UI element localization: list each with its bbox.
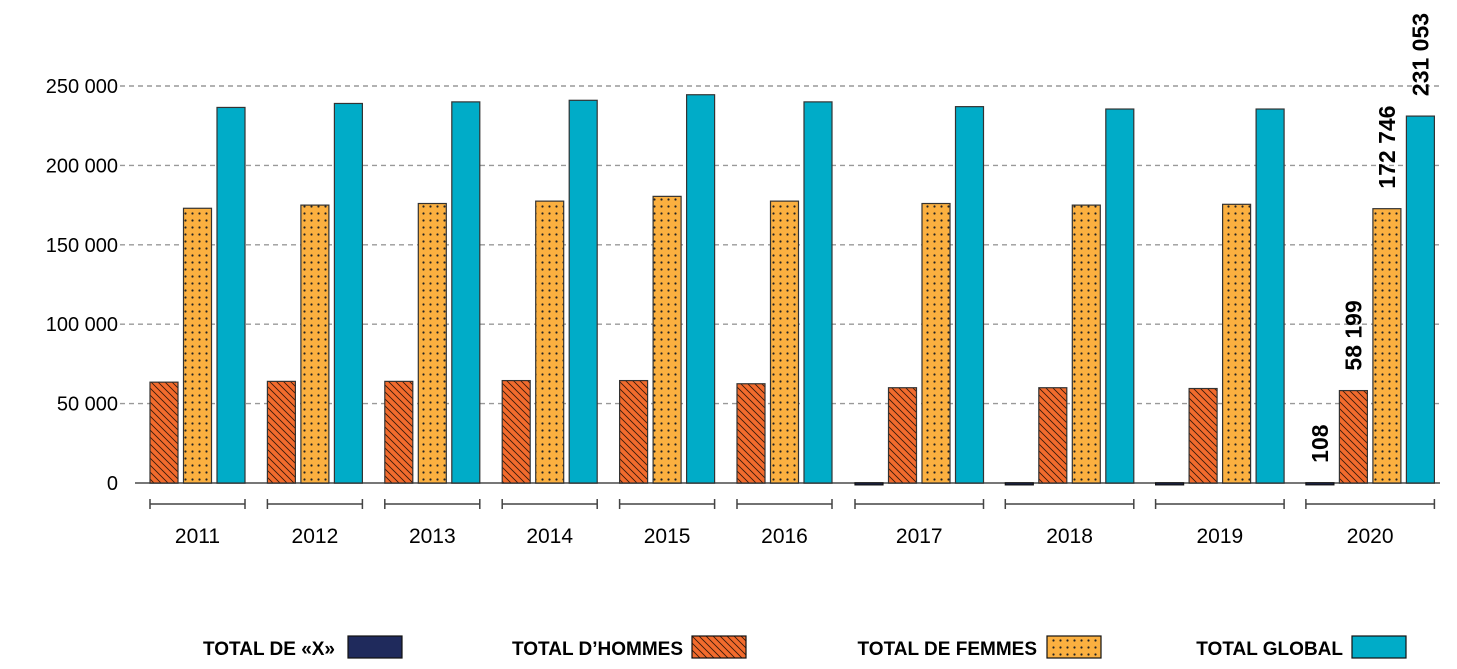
category-bracket [266,499,364,509]
bar-2020-series-2 [1372,208,1402,484]
bar-2015-series-1 [618,379,649,484]
y-tick-label: 150 000 [46,235,118,257]
bar-2019-series-2 [1221,203,1252,484]
legend-label: TOTAL GLOBAL [1196,639,1343,660]
category-bracket [1004,499,1135,509]
data-label: 172 746 [1374,106,1400,189]
legend-swatch [1046,635,1102,659]
y-tick-label: 50 000 [57,394,118,416]
data-label: 108 [1307,424,1333,463]
legend-label: TOTAL DE FEMMES [858,639,1037,660]
x-tick-label: 2019 [1196,525,1243,548]
bar-2014-series-3 [568,99,598,484]
y-tick-label: 100 000 [46,314,118,336]
bar-2017-series-3 [954,106,985,484]
bar-2013-series-3 [451,101,481,484]
bar-2012-series-2 [300,204,330,484]
legend-label: TOTAL DE «X» [203,639,335,660]
bar-2016-series-2 [769,200,800,484]
x-tick-label: 2020 [1347,525,1394,548]
y-tick-label: 250 000 [46,76,118,98]
category-bracket [736,499,833,509]
bar-2019-series-0 [1154,482,1185,486]
x-tick-label: 2017 [896,525,943,548]
y-tick-label: 0 [107,473,118,495]
x-tick-label: 2011 [175,525,220,548]
bar-2020-series-0 [1305,482,1335,486]
bar-2014-series-1 [501,379,531,484]
bar-2011-series-1 [149,381,179,484]
legend-swatch [1351,635,1407,659]
category-bracket [1305,499,1436,509]
bar-2017-series-0 [854,482,884,486]
legend: TOTAL DE «X» TOTAL D’HOMMES TOTAL DE FEMME… [203,635,1407,660]
bar-2014-series-2 [535,200,565,484]
bar-2018-series-3 [1105,108,1135,484]
bar-2017-series-1 [887,387,918,484]
legend-label: TOTAL D’HOMMES [512,639,683,660]
bar-2020-series-3 [1405,115,1436,484]
category-bracket [1154,499,1285,509]
x-axis: 2011 2012 2013 2014 2015 2016 2017 2018 2019 2020 [149,499,1436,548]
bar-2020-series-1 [1338,389,1369,484]
bar-2012-series-1 [266,380,296,484]
bar-2016-series-3 [803,101,833,484]
x-tick-label: 2014 [526,525,573,548]
bar-2016-series-1 [736,383,766,484]
x-tick-label: 2015 [644,525,691,548]
data-label: 231 053 [1407,13,1433,96]
category-bracket [384,499,481,509]
bar-2018-series-2 [1071,204,1101,484]
legend-swatch [691,635,747,659]
x-tick-label: 2016 [761,525,808,548]
bar-2011-series-2 [182,207,213,484]
category-bracket [501,499,598,509]
category-bracket [854,499,985,509]
bar-2018-series-0 [1004,482,1034,486]
data-label: 58 199 [1340,300,1366,370]
category-bracket [149,499,246,509]
category-bracket [618,499,716,509]
bar-2013-series-1 [384,380,414,484]
bar-2017-series-2 [921,202,951,484]
y-tick-label: 200 000 [46,155,118,177]
bar-2019-series-3 [1255,108,1285,484]
legend-swatch [347,635,403,659]
bar-2015-series-3 [685,94,716,484]
y-axis: 0 50 000 100 000 150 000 200 000 250 000 [46,76,118,495]
x-tick-label: 2012 [292,525,339,548]
bar-2015-series-2 [652,195,682,484]
bar-2011-series-3 [216,106,246,484]
x-tick-label: 2013 [409,525,456,548]
bars [149,94,1436,486]
bar-2019-series-1 [1188,387,1218,484]
x-tick-label: 2018 [1046,525,1093,548]
data-labels: 108 58 199 172 746 231 053 [1307,13,1434,463]
bar-2013-series-2 [417,202,447,484]
bar-2012-series-3 [333,102,363,484]
bar-2018-series-1 [1038,387,1068,484]
